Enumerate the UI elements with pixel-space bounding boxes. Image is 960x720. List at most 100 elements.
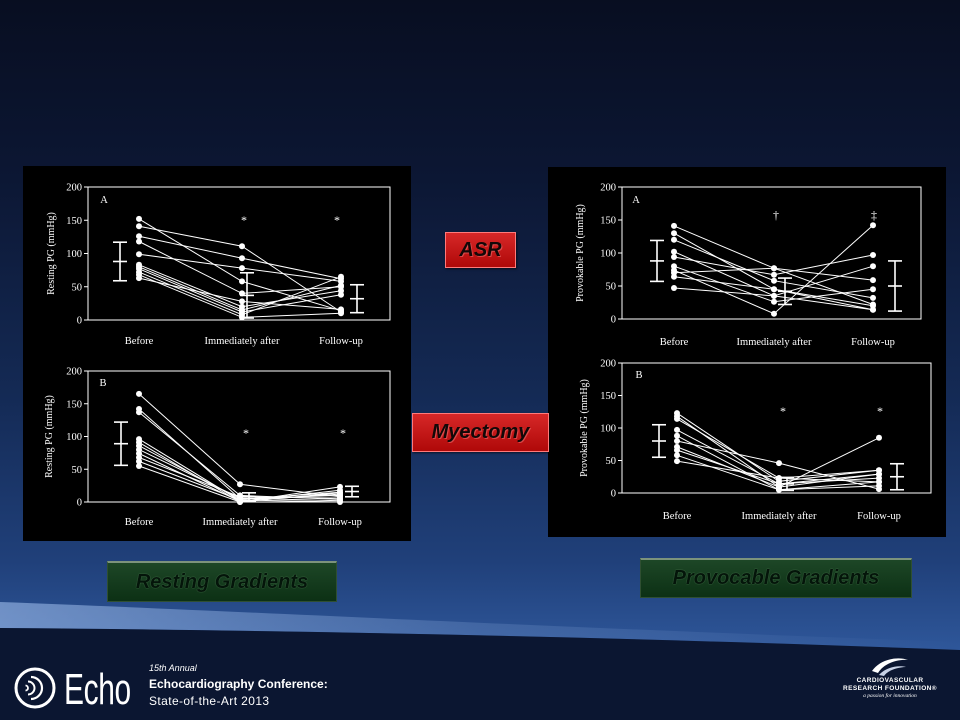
- data-point: [239, 307, 245, 313]
- echo-ring-icon: [14, 667, 56, 709]
- error-bar: [778, 277, 792, 306]
- subject-line: [138, 218, 342, 312]
- data-point: [870, 286, 876, 293]
- panel-label: A: [632, 195, 640, 206]
- x-category-label: Follow-up: [319, 336, 363, 347]
- y-tick-label: 200: [600, 183, 616, 194]
- conference-edition: 15th Annual: [149, 663, 197, 673]
- y-tick-label: 0: [611, 315, 616, 326]
- data-point: [771, 286, 777, 293]
- data-point: [771, 265, 777, 272]
- myectomy-label: Myectomy: [412, 413, 549, 452]
- data-point: [870, 294, 876, 301]
- data-point: [671, 285, 677, 291]
- y-tick-label: 0: [77, 316, 82, 327]
- data-point: [876, 434, 882, 441]
- data-point: [870, 277, 876, 284]
- significance-marker: *: [877, 404, 883, 418]
- error-bar: [650, 239, 664, 283]
- data-point: [136, 251, 142, 258]
- data-point: [239, 265, 245, 272]
- x-category-label: Before: [663, 511, 692, 522]
- error-bar: [242, 492, 256, 502]
- panel-label: B: [635, 370, 642, 381]
- data-point: [671, 273, 677, 280]
- data-point: [237, 481, 243, 488]
- data-point: [136, 458, 142, 465]
- data-point: [136, 390, 142, 397]
- data-point: [776, 486, 782, 493]
- error-bar: [240, 271, 254, 319]
- data-point: [674, 452, 680, 459]
- y-axis-label: Resting PG (mmHg): [46, 212, 57, 295]
- data-point: [771, 277, 777, 284]
- y-tick-label: 50: [72, 282, 83, 293]
- error-bar: [114, 421, 128, 467]
- data-point: [136, 463, 142, 469]
- data-point: [870, 252, 876, 258]
- x-category-label: Before: [125, 336, 154, 347]
- data-point: [136, 409, 142, 416]
- y-tick-label: 50: [606, 282, 617, 293]
- x-category-label: Follow-up: [318, 517, 362, 528]
- data-point: [771, 271, 777, 278]
- data-point: [338, 291, 344, 298]
- plot-frame: [87, 186, 391, 321]
- resting-gradients-label: Resting Gradients: [107, 561, 337, 602]
- x-category-label: Immediately after: [737, 337, 812, 348]
- y-axis-label: Resting PG (mmHg): [44, 395, 55, 478]
- error-bar: [113, 241, 127, 282]
- data-point: [771, 292, 777, 299]
- y-tick-label: 100: [66, 432, 82, 443]
- data-point: [671, 230, 677, 237]
- conference-subtitle: State-of-the-Art 2013: [149, 694, 270, 708]
- significance-marker: *: [340, 426, 346, 440]
- error-bar: [350, 283, 364, 314]
- asr-label: ASR: [445, 232, 516, 268]
- data-point: [674, 438, 680, 444]
- x-category-label: Follow-up: [857, 511, 901, 522]
- data-point: [674, 415, 680, 422]
- data-point: [136, 223, 142, 230]
- error-bar: [888, 260, 902, 312]
- crf-tagline: a passion for innovation: [863, 693, 917, 699]
- y-tick-label: 150: [600, 391, 616, 402]
- data-point: [671, 236, 677, 243]
- data-point: [671, 222, 677, 229]
- data-point: [876, 467, 882, 474]
- y-axis-label: Provokable PG (mmHg): [575, 204, 586, 302]
- y-tick-label: 100: [600, 249, 616, 260]
- x-category-label: Immediately after: [205, 336, 280, 347]
- data-point: [239, 255, 245, 262]
- crf-logo: CARDIOVASCULAR RESEARCH FOUNDATION® a pa…: [838, 655, 942, 700]
- data-point: [239, 298, 245, 305]
- x-category-label: Follow-up: [851, 337, 895, 348]
- data-point: [870, 222, 876, 229]
- y-tick-label: 150: [66, 399, 82, 410]
- data-point: [671, 248, 677, 255]
- significance-marker: ‡: [871, 208, 877, 222]
- data-point: [136, 263, 142, 270]
- error-bar: [652, 423, 666, 459]
- data-point: [674, 426, 680, 433]
- data-point: [239, 243, 245, 250]
- y-tick-label: 50: [606, 456, 617, 467]
- echo-wordmark: Echo: [64, 665, 131, 714]
- chart-3: 0 50 100 150 200 Provokable PG (mmHg) B Before I…: [579, 359, 932, 522]
- footer-wave: [0, 602, 960, 720]
- chart-panel-provokable: 0 50 100 150 200 Provokable PG (mmHg) A Before I…: [548, 167, 946, 537]
- plot-frame: [621, 362, 932, 494]
- y-tick-label: 150: [66, 216, 82, 227]
- data-point: [776, 480, 782, 487]
- footer-highlight: [0, 602, 960, 650]
- panel-label: B: [99, 378, 106, 389]
- x-category-label: Immediately after: [203, 517, 278, 528]
- data-point: [771, 298, 777, 305]
- significance-marker: *: [780, 404, 786, 418]
- data-point: [136, 215, 142, 222]
- y-tick-label: 0: [77, 498, 82, 509]
- y-tick-label: 200: [66, 367, 82, 378]
- data-point: [338, 282, 344, 289]
- data-point: [237, 499, 243, 505]
